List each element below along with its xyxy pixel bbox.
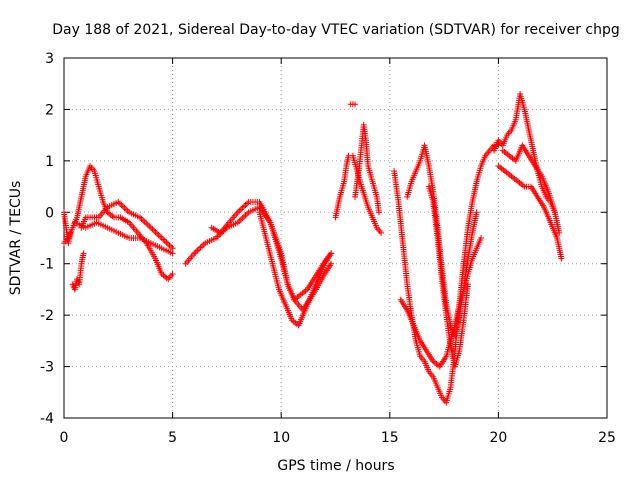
- data-point: [80, 250, 87, 257]
- data-point: [375, 209, 382, 216]
- y-tick-label: -1: [40, 257, 54, 273]
- data-point: [478, 235, 485, 241]
- data-point: [140, 217, 147, 224]
- data-point: [147, 224, 154, 231]
- x-tick-label: 10: [272, 430, 290, 446]
- data-point: [242, 201, 249, 208]
- data-point: [239, 215, 246, 222]
- data-point: [199, 243, 206, 250]
- y-axis-label: SDTVAR / TECUs: [8, 181, 24, 296]
- data-point: [154, 230, 161, 237]
- data-point: [116, 200, 123, 207]
- ticks-layer: 0 5 10 15 20 25 -4 -3 -2 -1 0 1 2 3: [40, 51, 616, 446]
- data-point: [558, 255, 565, 262]
- data-point: [149, 226, 156, 233]
- data-point: [168, 243, 175, 250]
- y-tick-label: 0: [45, 205, 54, 221]
- plot-frame: [63, 57, 608, 419]
- data-point: [244, 200, 251, 207]
- data-point: [169, 250, 176, 257]
- data-point: [146, 223, 153, 230]
- data-point: [157, 233, 164, 240]
- data-point: [160, 236, 167, 243]
- x-axis-label: GPS time / hours: [277, 458, 394, 474]
- data-point: [166, 242, 173, 249]
- y-tick-label: -3: [40, 360, 54, 376]
- data-point: [150, 227, 157, 234]
- data-point: [556, 229, 563, 236]
- data-point: [144, 221, 151, 228]
- data-point: [242, 212, 249, 219]
- data-point: [123, 206, 130, 213]
- data-point: [328, 260, 335, 267]
- x-tick-label: 25: [598, 430, 616, 446]
- data-point: [240, 203, 247, 210]
- data-point: [197, 244, 204, 251]
- y-tick-label: 3: [45, 51, 54, 67]
- data-point: [161, 237, 168, 244]
- data-point: [195, 246, 202, 253]
- data-point: [464, 281, 471, 288]
- data-point: [118, 201, 125, 208]
- x-tick-label: 5: [168, 430, 177, 446]
- x-tick-label: 0: [60, 430, 69, 446]
- data-point: [141, 218, 148, 225]
- data-point: [164, 240, 171, 247]
- data-point: [328, 250, 335, 257]
- data-point: [163, 239, 170, 246]
- data-point: [158, 235, 165, 241]
- data-points: [61, 91, 565, 406]
- data-point: [121, 204, 128, 211]
- y-tick-label: 1: [45, 154, 54, 170]
- data-point: [237, 216, 244, 223]
- data-point: [67, 229, 74, 236]
- y-tick-label: -2: [40, 308, 54, 324]
- data-point: [378, 229, 385, 236]
- data-point: [119, 203, 126, 210]
- data-point: [473, 209, 480, 216]
- y-tick-label: 2: [45, 102, 54, 118]
- y-tick-label: -4: [40, 411, 54, 427]
- data-point: [169, 245, 176, 252]
- data-point: [169, 271, 176, 277]
- data-point: [143, 220, 150, 227]
- data-point: [194, 247, 201, 254]
- x-tick-label: 20: [489, 430, 507, 446]
- data-point: [236, 207, 243, 214]
- data-point: [152, 229, 159, 236]
- data-point: [240, 213, 247, 220]
- chart-title: Day 188 of 2021, Sidereal Day-to-day VTE…: [52, 22, 620, 38]
- data-point: [352, 101, 359, 108]
- data-point: [239, 204, 246, 211]
- data-point: [192, 248, 199, 255]
- data-point: [237, 206, 244, 213]
- data-point: [155, 232, 162, 239]
- x-tick-label: 15: [381, 430, 399, 446]
